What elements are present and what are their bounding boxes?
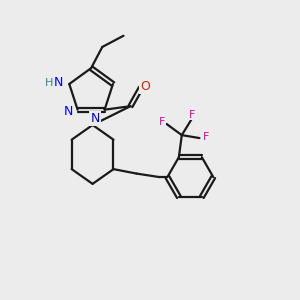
Text: F: F [159,118,165,128]
Text: O: O [140,80,150,93]
Text: F: F [203,133,209,142]
Text: H: H [45,77,53,88]
Text: N: N [64,105,73,118]
Text: N: N [90,112,100,125]
Text: N: N [53,76,63,89]
Text: F: F [189,110,195,119]
